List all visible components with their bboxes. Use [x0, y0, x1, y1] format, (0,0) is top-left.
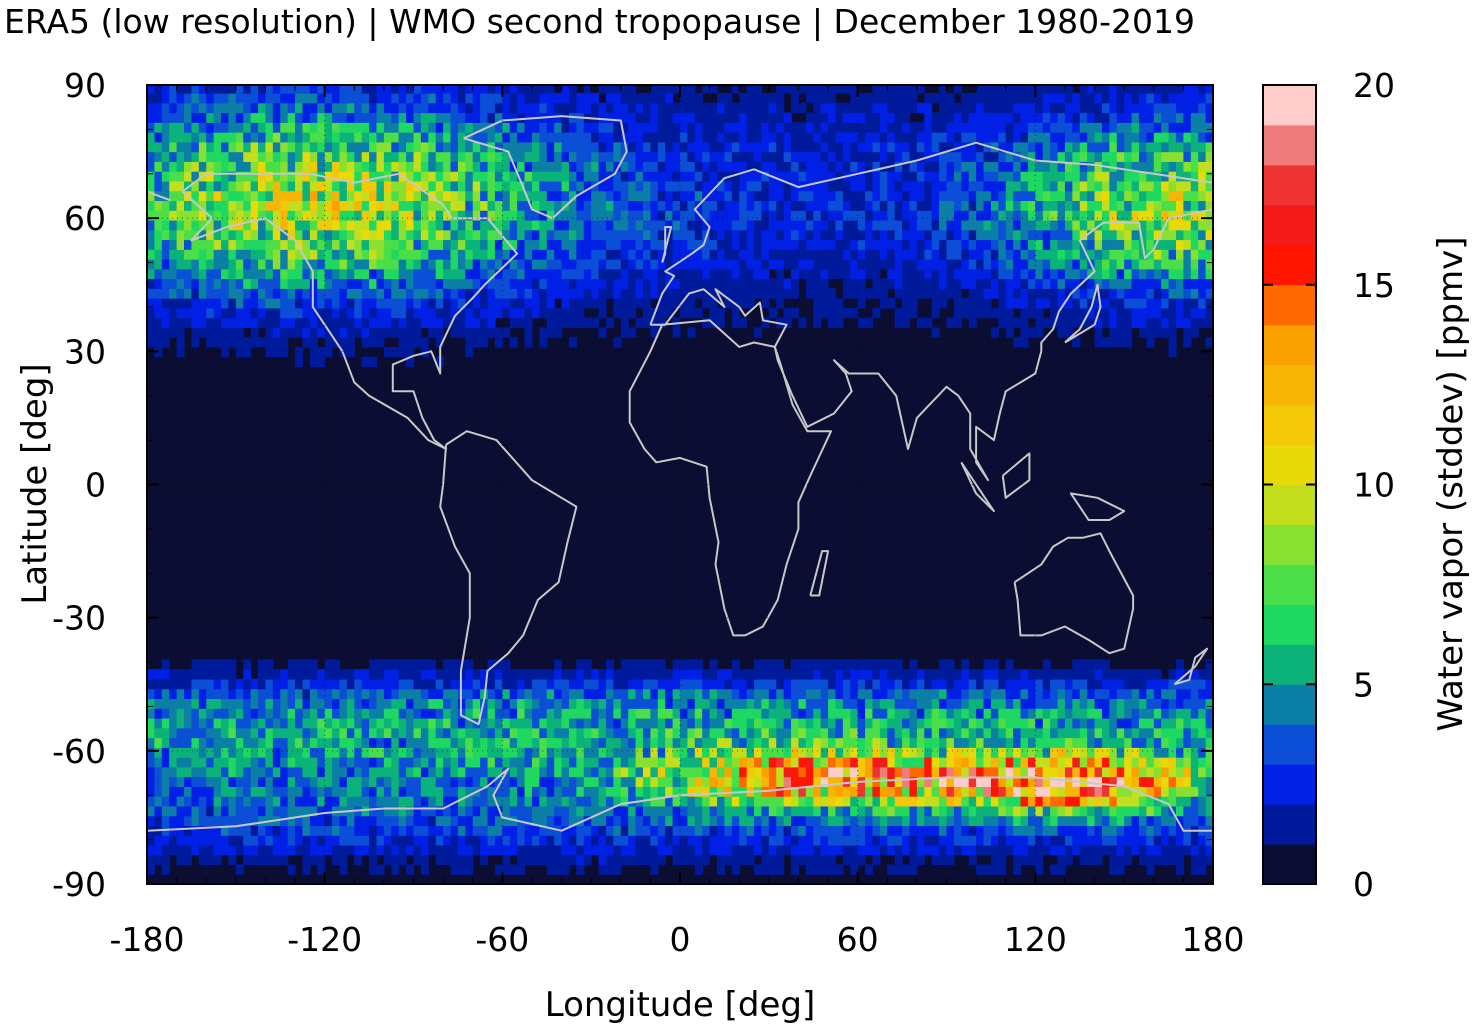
coastline-path: [181, 172, 519, 450]
coastline-path: [1069, 492, 1126, 521]
coastline-path: [1001, 452, 1031, 499]
x-tick-label: -60: [475, 920, 529, 959]
colorbar-segment: [1263, 604, 1316, 645]
colorbar-segment: [1263, 124, 1316, 166]
y-tick-label: 60: [64, 199, 106, 238]
coastlines: [147, 115, 1213, 832]
colorbar-segment: [1263, 564, 1316, 605]
colorbar-tick-label: 5: [1353, 665, 1374, 704]
y-tick-label: -90: [52, 865, 106, 904]
colorbar-segment: [1263, 204, 1316, 246]
x-tick-label: -180: [110, 920, 185, 959]
x-axis-label: Longitude [deg]: [545, 985, 816, 1025]
coastline-path: [1013, 532, 1135, 655]
gridlines: [147, 85, 1213, 884]
coastline-path: [628, 319, 832, 637]
coastline-path: [960, 461, 995, 513]
chart-title: ERA5 (low resolution) | WMO second tropo…: [4, 2, 1195, 41]
colorbar-tick-label: 0: [1353, 865, 1374, 904]
colorbar-segment: [1263, 244, 1316, 286]
colorbar-segment: [1263, 364, 1316, 406]
y-tick-label: 30: [64, 332, 106, 371]
y-tick-label: 0: [85, 466, 106, 505]
x-tick-label: 0: [670, 920, 691, 959]
colorbar-segment: [1263, 684, 1316, 725]
colorbar-tick-label: 15: [1353, 266, 1395, 305]
y-tick-labels: 90 60 30 0 -30 -60 -90: [52, 66, 106, 904]
colorbar-label: Water vapor (stddev) [ppmv]: [1431, 237, 1471, 732]
coastline-path: [650, 208, 1213, 482]
colorbar-segment: [1263, 164, 1316, 206]
x-tick-labels: -180 -120 -60 0 60 120 180: [110, 920, 1245, 959]
coastline-path: [1064, 283, 1102, 344]
coastline-path: [1173, 647, 1209, 686]
colorbar-tick-label: 20: [1353, 66, 1395, 105]
colorbar-segment: [1263, 324, 1316, 366]
colorbar-tick-labels: 20 15 10 5 0: [1353, 66, 1395, 904]
y-tick-label: -30: [52, 599, 106, 638]
colorbar: [1262, 84, 1317, 885]
coastline-path: [147, 767, 1213, 832]
plot-area: [146, 84, 1214, 885]
colorbar-segment: [1263, 284, 1316, 326]
coastline-path: [147, 190, 172, 202]
colorbar-segment: [1263, 644, 1316, 685]
x-tick-label: 120: [1004, 920, 1067, 959]
colorbar-segment: [1263, 85, 1316, 126]
x-tick-label: 180: [1182, 920, 1245, 959]
colorbar-tick-label: 10: [1353, 466, 1395, 505]
colorbar-segment: [1263, 444, 1316, 485]
x-tick-label: -120: [287, 920, 362, 959]
coastline-path: [809, 550, 830, 597]
coastline-path: [661, 226, 673, 263]
colorbar-segment: [1263, 844, 1316, 885]
colorbar-segment: [1263, 484, 1316, 525]
y-axis-label: Latitude [deg]: [15, 363, 55, 604]
colorbar-segment: [1263, 404, 1316, 446]
water-vapor-field: [147, 85, 1213, 875]
coastline-path: [463, 115, 628, 220]
colorbar-segment: [1263, 724, 1316, 765]
y-tick-label: -60: [52, 732, 106, 771]
y-tick-label: 90: [64, 66, 106, 105]
tick-marks: [146, 84, 1214, 885]
colorbar-segment: [1263, 524, 1316, 565]
x-tick-label: 60: [837, 920, 879, 959]
coastline-path: [649, 141, 1213, 326]
coastline-path: [439, 430, 578, 726]
colorbar-segment: [1263, 764, 1316, 805]
colorbar-segment: [1263, 804, 1316, 845]
